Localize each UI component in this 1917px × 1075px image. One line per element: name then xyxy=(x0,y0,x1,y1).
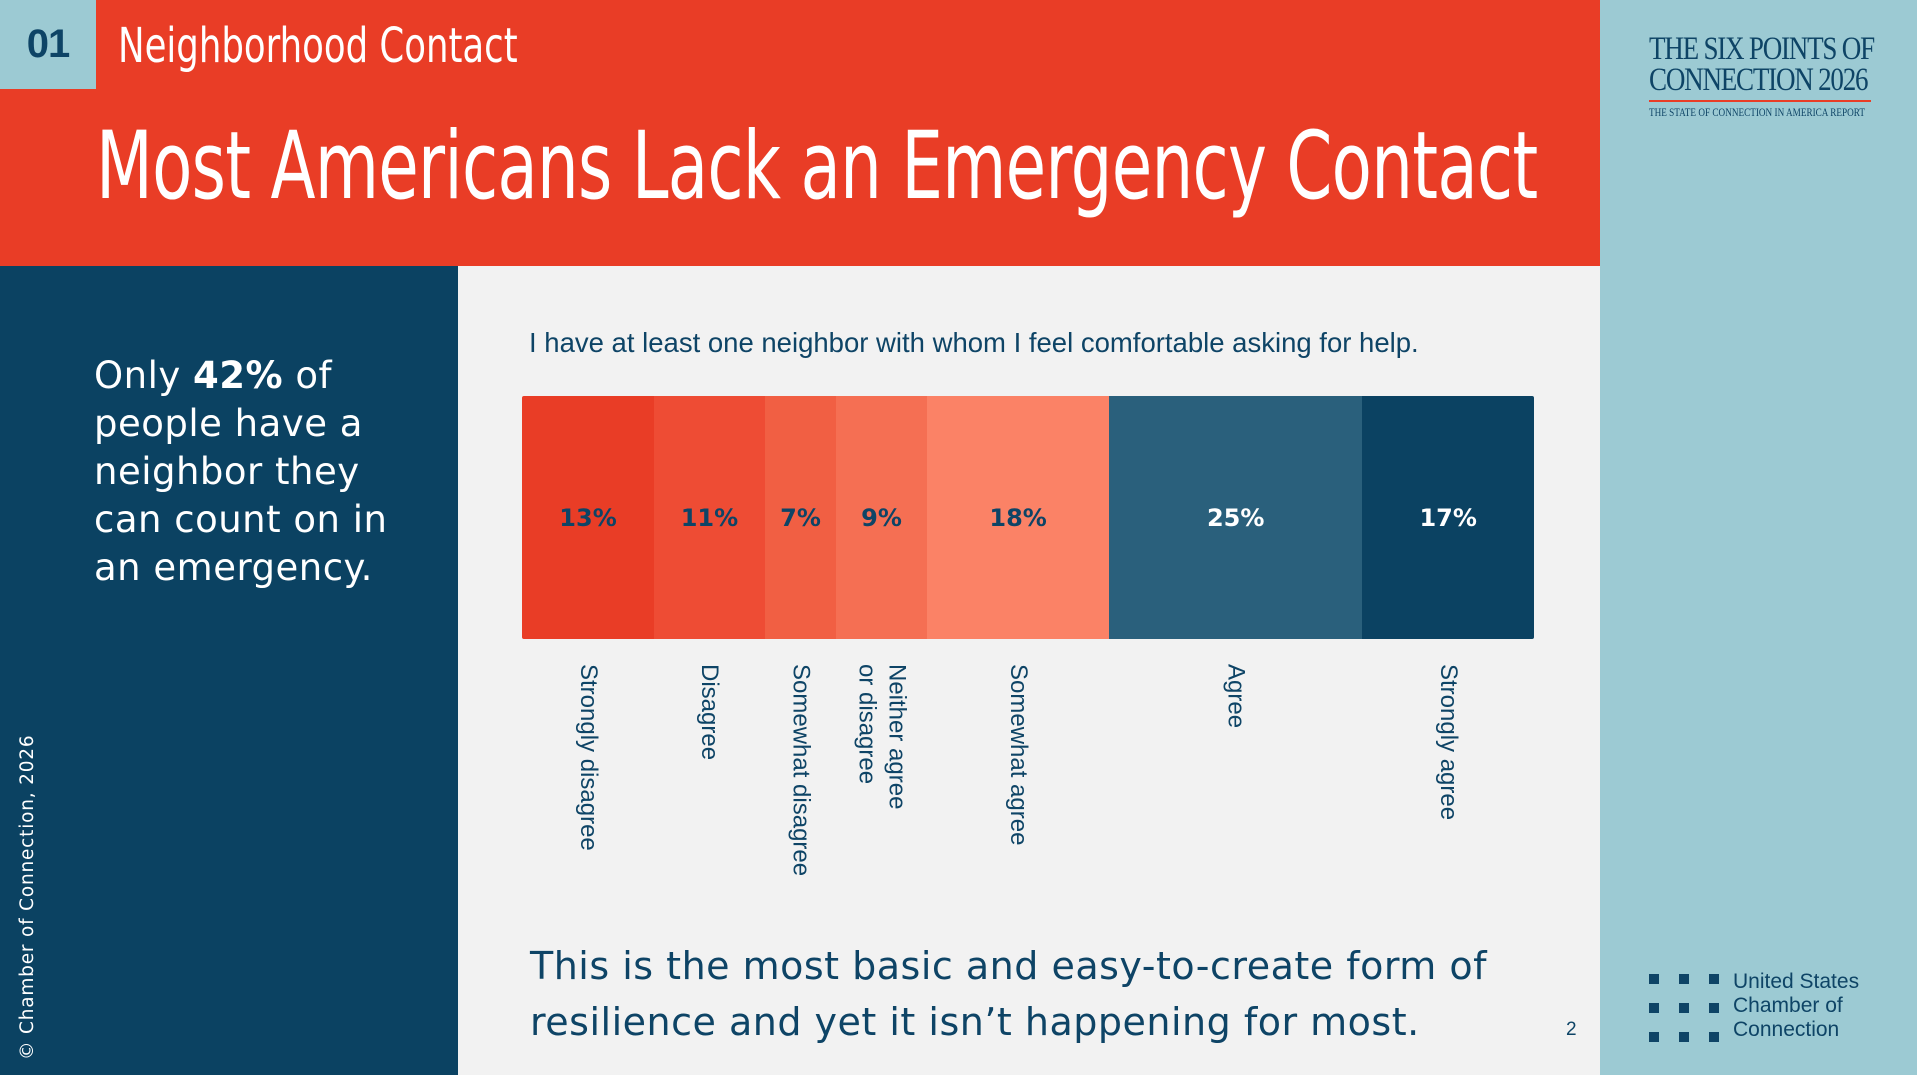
section-number: 01 xyxy=(0,0,96,89)
header-banner: 01 Neighborhood Contact Most Americans L… xyxy=(0,0,1600,266)
report-subtitle: THE STATE OF CONNECTION IN AMERICA REPOR… xyxy=(1649,107,1865,119)
stacked-bar-chart: 13% 11% 7% 9% 18% 25% 17% xyxy=(522,396,1534,639)
report-title-line2: CONNECTION 2026 xyxy=(1649,62,1869,98)
bar-segment-5: 18% xyxy=(926,396,1110,639)
section-title: Neighborhood Contact xyxy=(118,18,518,74)
logo-line1: United States xyxy=(1733,970,1860,993)
chart-category-labels: Strongly disagree Disagree Somewhat disagr… xyxy=(522,664,1534,924)
page-number: 2 xyxy=(1566,1019,1577,1040)
logo-text: United States Chamber of Connection xyxy=(1733,970,1859,1042)
bar-value-label: 18% xyxy=(989,503,1047,532)
logo-grid-icon xyxy=(1649,974,1719,1042)
bar-value-label: 11% xyxy=(680,503,739,532)
category-label: Somewhat disagree xyxy=(787,664,815,877)
chart-title: I have at least one neighbor with whom I… xyxy=(529,327,1419,358)
footer-text: This is the most basic and easy-to-creat… xyxy=(530,944,1488,1044)
key-stat-suffix: of people have a neighbor they can count… xyxy=(94,354,388,589)
category-label: Strongly agree xyxy=(1434,664,1462,821)
bar-segment-2: 11% xyxy=(653,396,766,639)
left-panel: Only 42% of people have a neighbor they … xyxy=(0,266,458,1075)
key-stat-highlight: 42% xyxy=(193,354,284,397)
page-title: Most Americans Lack an Emergency Contact xyxy=(96,112,1538,221)
bar-segment-1: 13% xyxy=(522,396,655,639)
bar-segment-7: 17% xyxy=(1361,396,1534,639)
bar-value-label: 25% xyxy=(1206,503,1265,532)
logo-line2: Chamber of xyxy=(1733,994,1843,1017)
category-label: Strongly disagree xyxy=(574,664,602,851)
category-label: Somewhat agree xyxy=(1004,664,1032,846)
right-panel: THE SIX POINTS OF CONNECTION 2026 THE ST… xyxy=(1600,0,1917,1075)
key-stat-prefix: Only xyxy=(94,354,194,397)
key-stat-text: Only 42% of people have a neighbor they … xyxy=(94,352,434,592)
bar-segment-6: 25% xyxy=(1108,396,1363,639)
category-label: Agree xyxy=(1222,664,1250,729)
logo-line3: Connection xyxy=(1733,1018,1840,1041)
report-title: THE SIX POINTS OF CONNECTION 2026 xyxy=(1649,31,1875,98)
bar-segment-4: 9% xyxy=(835,396,928,639)
bar-value-label: 7% xyxy=(780,503,821,532)
report-divider xyxy=(1649,100,1871,102)
category-label: Disagree xyxy=(696,664,724,761)
copyright: © Chamber of Connection, 2026 xyxy=(17,734,38,1060)
bar-value-label: 9% xyxy=(861,503,902,532)
bar-value-label: 13% xyxy=(559,503,617,532)
category-label: Neither agree or disagree xyxy=(853,664,911,810)
bar-value-label: 17% xyxy=(1419,503,1477,532)
report-title-line1: THE SIX POINTS OF xyxy=(1649,31,1875,67)
bar-segment-3: 7% xyxy=(764,396,837,639)
